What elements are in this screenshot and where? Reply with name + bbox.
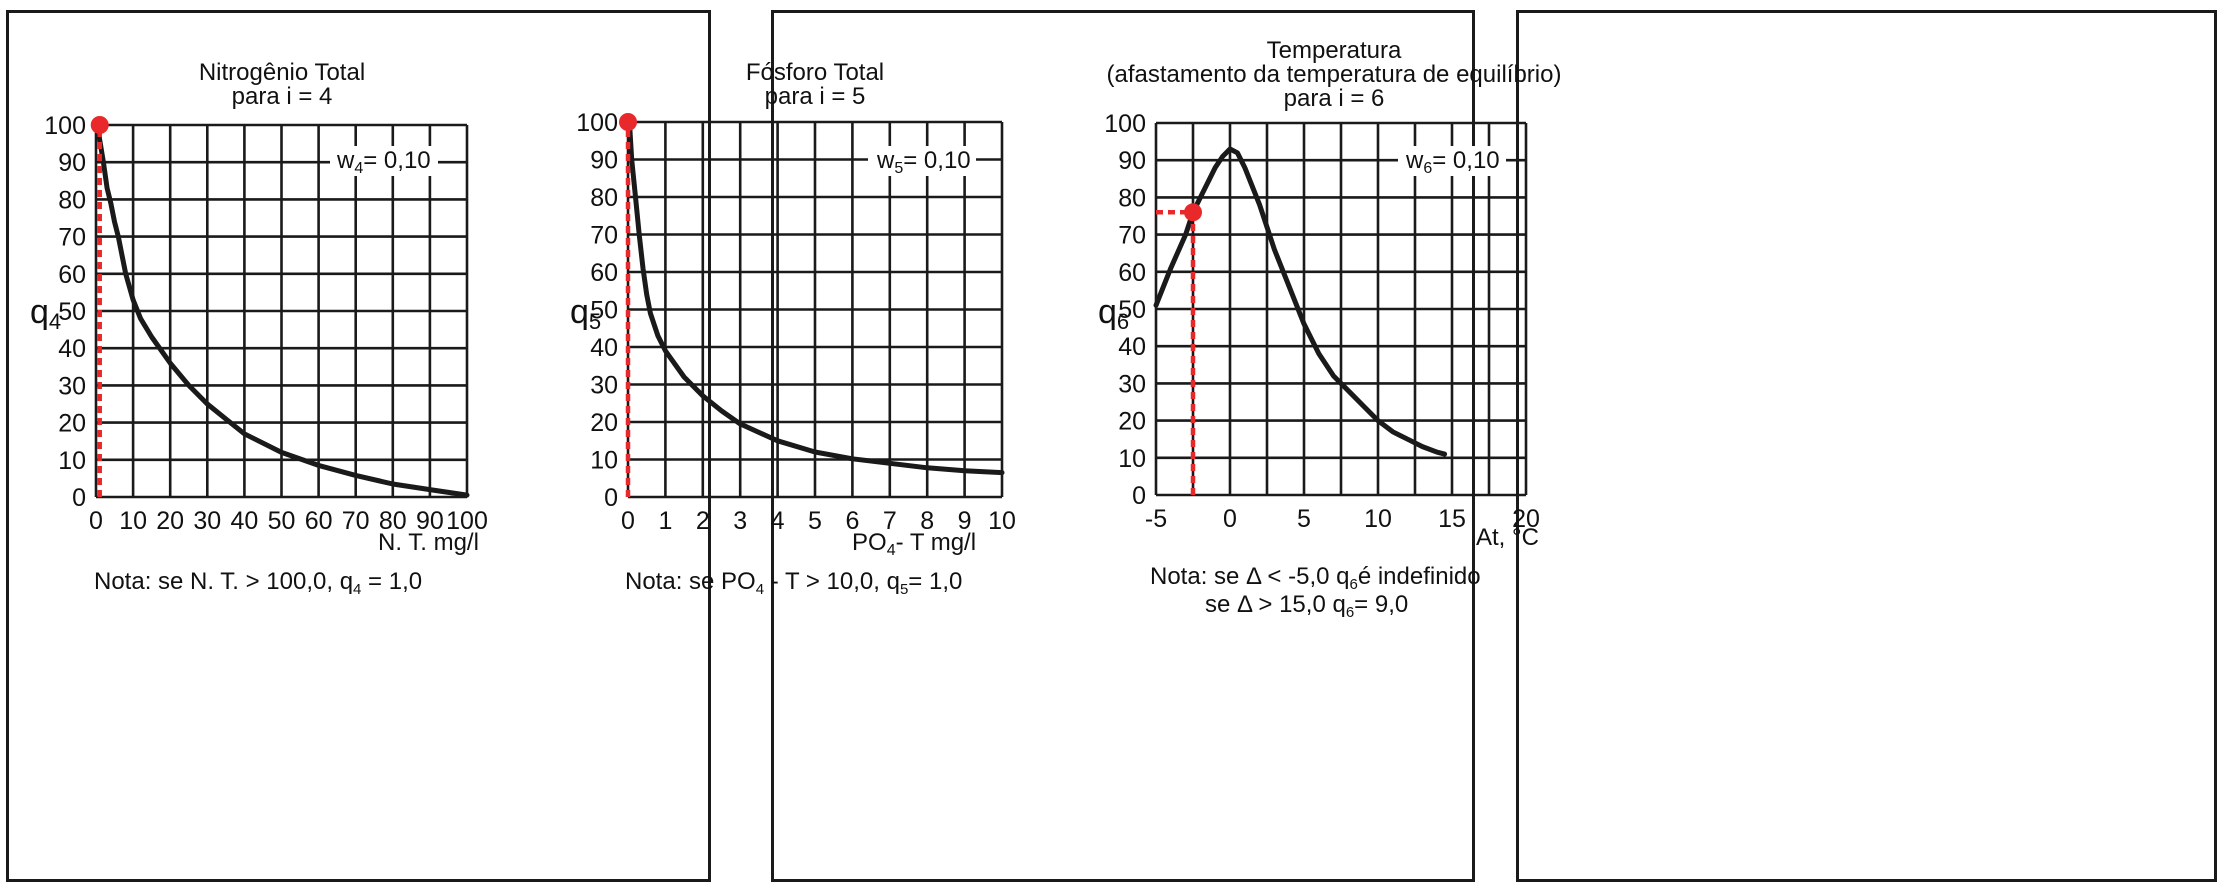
x-tick-label: 6 bbox=[845, 507, 859, 535]
x-tick-label: 20 bbox=[156, 507, 184, 535]
grid bbox=[94, 123, 469, 499]
x-tick-label: 7 bbox=[883, 507, 897, 535]
y-tick-label: 50 bbox=[1118, 296, 1146, 324]
data-curve bbox=[1153, 146, 1448, 457]
x-tick-label: 10 bbox=[988, 507, 1016, 535]
footnote-line-2: se Δ > 15,0 q6= 9,0 bbox=[1205, 591, 1408, 621]
x-tick-label: 4 bbox=[771, 507, 785, 535]
y-tick-label: 20 bbox=[58, 410, 86, 438]
y-tick-label: 80 bbox=[590, 184, 618, 212]
y-tick-label: 20 bbox=[1118, 408, 1146, 436]
x-tick-label: 80 bbox=[379, 507, 407, 535]
y-tick-label: 90 bbox=[58, 149, 86, 177]
y-axis-label: q4 bbox=[30, 293, 61, 334]
y-tick-label: 40 bbox=[590, 334, 618, 362]
y-tick-label: 0 bbox=[72, 484, 86, 512]
y-tick-label: 60 bbox=[58, 261, 86, 289]
grid bbox=[626, 120, 1004, 499]
y-tick-label: 100 bbox=[1104, 110, 1146, 138]
x-tick-label: 10 bbox=[119, 507, 147, 535]
x-tick-label: 0 bbox=[89, 507, 103, 535]
x-tick-label: 60 bbox=[305, 507, 333, 535]
y-tick-label: 70 bbox=[590, 222, 618, 250]
weight-label-box bbox=[1398, 146, 1506, 176]
y-tick-label: 70 bbox=[58, 224, 86, 252]
marker-point bbox=[90, 116, 109, 134]
y-tick-label: 90 bbox=[590, 147, 618, 175]
x-tick-label: 9 bbox=[958, 507, 972, 535]
y-tick-label: 60 bbox=[590, 259, 618, 287]
y-axis-label: q6 bbox=[1098, 293, 1129, 334]
x-tick-label: 5 bbox=[808, 507, 822, 535]
chart-title: Fósforo Total bbox=[746, 59, 884, 86]
x-tick-label: 90 bbox=[416, 507, 444, 535]
weight-label: w6= 0,10 bbox=[1405, 147, 1500, 177]
footnote: Nota: se PO4 - T > 10,0, q5= 1,0 bbox=[625, 568, 962, 598]
y-tick-label: 90 bbox=[1118, 147, 1146, 175]
x-tick-label: 70 bbox=[342, 507, 370, 535]
x-tick-label: 5 bbox=[1297, 505, 1311, 533]
x-tick-label: 8 bbox=[920, 507, 934, 535]
data-curve bbox=[95, 126, 470, 498]
y-tick-label: 40 bbox=[58, 335, 86, 363]
y-tick-label: 30 bbox=[58, 372, 86, 400]
x-tick-label: 15 bbox=[1438, 505, 1466, 533]
y-tick-label: 30 bbox=[1118, 370, 1146, 398]
y-tick-label: 40 bbox=[1118, 333, 1146, 361]
y-tick-label: 60 bbox=[1118, 259, 1146, 287]
x-tick-label: 30 bbox=[193, 507, 221, 535]
y-tick-label: 50 bbox=[58, 298, 86, 326]
x-tick-label: 10 bbox=[1364, 505, 1392, 533]
footnote: Nota: se N. T. > 100,0, q4 = 1,0 bbox=[94, 568, 422, 598]
chart-title: Nitrogênio Total bbox=[199, 59, 365, 86]
y-tick-label: 20 bbox=[590, 409, 618, 437]
y-tick-label: 80 bbox=[58, 186, 86, 214]
x-axis-label: N. T. mg/l bbox=[378, 529, 479, 556]
y-tick-label: 100 bbox=[576, 109, 618, 137]
x-tick-label: 50 bbox=[268, 507, 296, 535]
weight-label-box bbox=[868, 146, 976, 176]
marker-point bbox=[619, 113, 637, 131]
y-tick-label: 30 bbox=[590, 372, 618, 400]
y-tick-label: 10 bbox=[58, 447, 86, 475]
chart-subtitle: (afastamento da temperatura de equilíbri… bbox=[1107, 61, 1562, 88]
chart-subtitle: para i = 4 bbox=[232, 83, 333, 110]
chart-panel-temperature bbox=[1516, 10, 2217, 882]
y-tick-label: 0 bbox=[1132, 482, 1146, 510]
y-axis-label: q5 bbox=[570, 293, 601, 334]
footnote-line-1: Nota: se Δ < -5,0 q6é indefinido bbox=[1150, 563, 1481, 593]
x-tick-label: -5 bbox=[1145, 505, 1167, 533]
x-tick-label: 3 bbox=[733, 507, 747, 535]
weight-label: w4= 0,10 bbox=[336, 147, 431, 177]
x-tick-label: 1 bbox=[658, 507, 672, 535]
y-tick-label: 80 bbox=[1118, 184, 1146, 212]
y-tick-label: 10 bbox=[1118, 445, 1146, 473]
chart-subtitle2: para i = 6 bbox=[1284, 85, 1385, 112]
x-tick-label: 0 bbox=[621, 507, 635, 535]
x-tick-label: 2 bbox=[696, 507, 710, 535]
y-tick-label: 0 bbox=[604, 484, 618, 512]
x-tick-label: 20 bbox=[1512, 505, 1540, 533]
x-tick-label: 0 bbox=[1223, 505, 1237, 533]
chart-subtitle: para i = 5 bbox=[765, 83, 866, 110]
y-tick-label: 10 bbox=[590, 447, 618, 475]
marker-point bbox=[1184, 203, 1202, 222]
y-tick-label: 100 bbox=[44, 112, 86, 140]
x-tick-label: 40 bbox=[230, 507, 258, 535]
weight-label-box bbox=[330, 146, 438, 176]
data-curve bbox=[627, 127, 1005, 476]
x-axis-label: PO4- T mg/l bbox=[852, 529, 976, 559]
y-tick-label: 50 bbox=[590, 297, 618, 325]
y-tick-label: 70 bbox=[1118, 222, 1146, 250]
chart-title: Temperatura bbox=[1267, 37, 1402, 64]
chart-3: Temperatura(afastamento da temperatura d… bbox=[1098, 37, 1561, 621]
x-axis-label: At, °C bbox=[1476, 524, 1539, 551]
weight-label: w5= 0,10 bbox=[876, 147, 971, 177]
x-tick-label: 100 bbox=[446, 507, 488, 535]
